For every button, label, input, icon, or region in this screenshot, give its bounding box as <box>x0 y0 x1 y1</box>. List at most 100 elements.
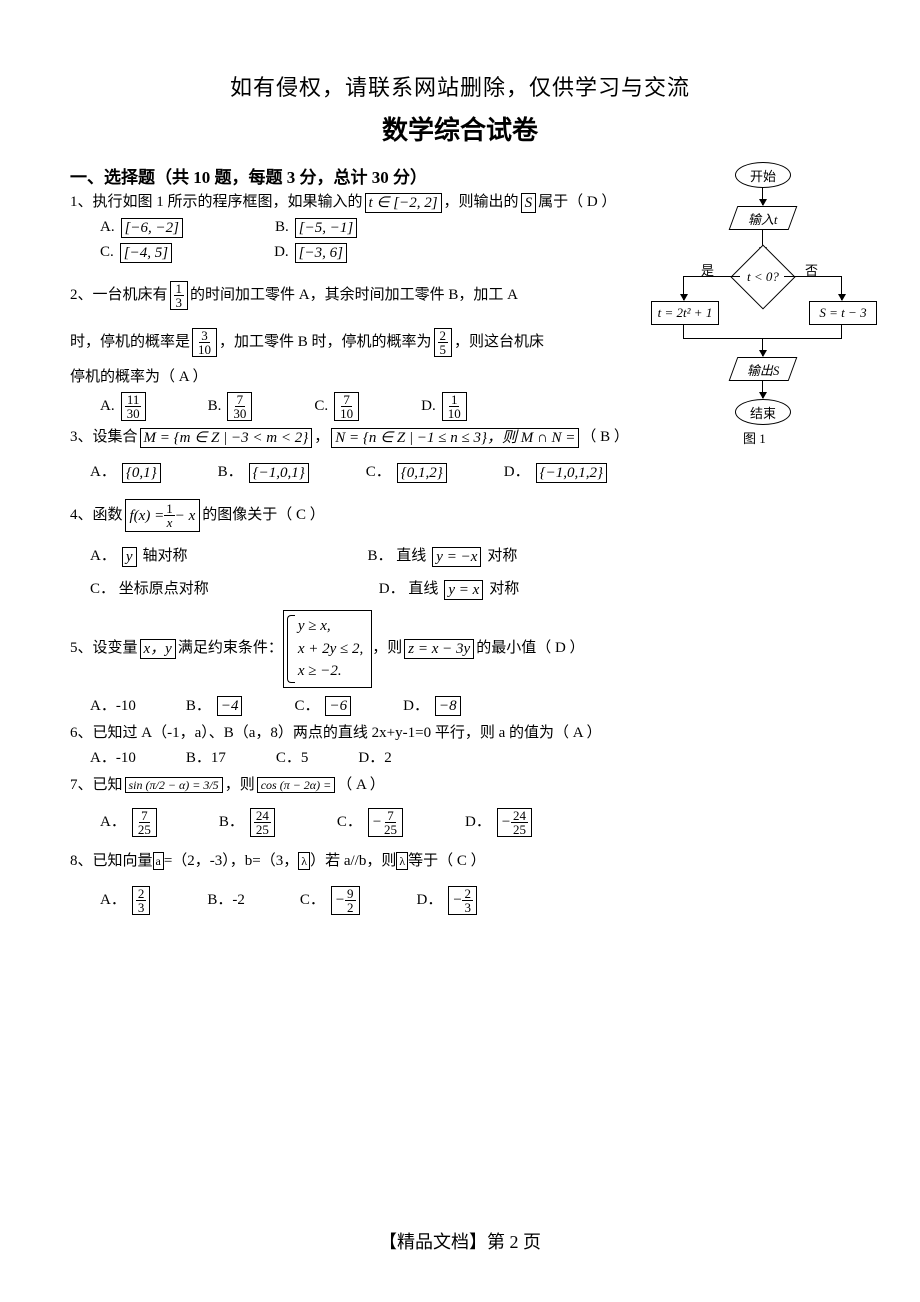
q3-b: （ B ） <box>581 427 629 448</box>
q4d-box: y = x <box>444 580 483 600</box>
q2ad: 30 <box>125 407 142 420</box>
q2-c-box: 710 <box>334 392 359 421</box>
q2-f3d: 5 <box>438 343 449 356</box>
q4-fx-box: f(x) = 1x − x <box>125 499 201 532</box>
fc-hline-merge-right <box>762 338 842 339</box>
q1-c-box: [−4, 5] <box>120 243 172 263</box>
q7-opt-a: A．725 <box>100 808 159 837</box>
q3-b-box: {−1,0,1} <box>249 463 309 483</box>
q1-text-a: 1、执行如图 1 所示的程序框图，如果输入的 <box>70 192 363 213</box>
q2-c: 时，停机的概率是 <box>70 332 190 353</box>
q2-d: ，加工零件 B 时，停机的概率为 <box>219 332 432 353</box>
q4-opt-b: B． 直线y = −x对称 <box>368 546 518 567</box>
q4b-box: y = −x <box>432 547 481 567</box>
q1-b-box: [−5, −1] <box>295 218 357 238</box>
q7b-box: 2425 <box>250 808 275 837</box>
q2-frac2: 310 <box>192 328 217 357</box>
page-footer: 【精品文档】第 2 页 <box>0 1228 920 1254</box>
q8an: 2 <box>136 887 147 901</box>
q2-f: 停机的概率为（ A ） <box>70 367 208 388</box>
q3-opt-d: D．{−1,0,1,2} <box>504 462 609 483</box>
q4d-post: 对称 <box>489 579 519 600</box>
q7dneg: − <box>501 813 511 831</box>
q7cneg: − <box>372 813 382 831</box>
q2-line1: 2、一台机床有 13 的时间加工零件 A，其余时间加工零件 B，加工 A <box>70 281 630 310</box>
q8-opt-c: C．−92 <box>300 886 362 915</box>
q7cn: 7 <box>385 809 396 823</box>
doc-title: 数学综合试卷 <box>70 110 850 147</box>
q7-opt-c: C．−725 <box>337 808 405 837</box>
fc-arrow-merge <box>762 338 763 356</box>
q2-opt-a: A. 1130 <box>100 392 148 421</box>
q8cn: 9 <box>345 887 356 901</box>
q7-opt-b: B．2425 <box>219 808 277 837</box>
q2-frac3: 25 <box>434 328 453 357</box>
q6-c: C．5 <box>276 748 309 769</box>
q7c-box: −725 <box>368 808 403 837</box>
q7cd: 25 <box>382 823 399 836</box>
q4a-post: 轴对称 <box>143 546 188 567</box>
q8-l2: λ <box>396 852 408 871</box>
fc-arrow-right <box>841 276 842 300</box>
q5-b: 满足约束条件： <box>178 638 283 659</box>
q8-opt-d: D．−23 <box>417 886 479 915</box>
q1-trange-box: t ∈ [−2, 2] <box>365 193 442 213</box>
flowchart-figure: 开始 输入t t < 0? 是 否 t = 2t² + 1 S = t − 3 … <box>643 162 878 442</box>
q2-a-box: 1130 <box>121 392 146 421</box>
fc-vline-right2 <box>841 324 842 338</box>
q5-opt-c: C．−6 <box>294 696 353 717</box>
q1-text-b: ，则输出的 <box>444 192 519 213</box>
q2dd: 10 <box>446 407 463 420</box>
q7-eq1: sin (π/2 − α) = 3/5 <box>125 777 223 793</box>
q4-a: 4、函数 <box>70 505 123 526</box>
q5-sys3: x ≥ −2. <box>298 660 363 683</box>
q5-a: 5、设变量 <box>70 638 138 659</box>
q8-opt-b: B．-2 <box>207 890 245 911</box>
q2dn: 1 <box>449 393 460 407</box>
q2-f2d: 10 <box>196 343 213 356</box>
q7-a: 7、已知 <box>70 775 123 796</box>
q5-system: y ≥ x, x + 2y ≤ 2, x ≥ −2. <box>283 610 372 688</box>
q5-sys2: x + 2y ≤ 2, <box>298 638 363 661</box>
q5-stem: 5、设变量 x，y 满足约束条件： y ≥ x, x + 2y ≤ 2, x ≥… <box>70 610 850 688</box>
fc-arrow-end <box>762 380 763 398</box>
q6-a: A．-10 <box>90 748 136 769</box>
q7-eq2: cos (π − 2α) = <box>257 777 336 793</box>
q4-opt-c: C． 坐标原点对称 <box>90 579 209 600</box>
q2-d-box: 110 <box>442 392 467 421</box>
q7d-box: −2425 <box>497 808 532 837</box>
q2-a: 2、一台机床有 <box>70 285 168 306</box>
q5-opt-d: D．−8 <box>403 696 462 717</box>
q5-sys1: y ≥ x, <box>298 615 363 638</box>
q8a-box: 23 <box>132 886 151 915</box>
q1-opt-c: C. [−4, 5] <box>100 242 174 263</box>
q7dd: 25 <box>511 823 528 836</box>
q3-n-box: N = {n ∈ Z | −1 ≤ n ≤ 3}，则 M ∩ N = <box>331 428 579 448</box>
q4-stem: 4、函数 f(x) = 1x − x 的图像关于（ C ） <box>70 499 850 532</box>
q7-opt-d: D．−2425 <box>465 808 534 837</box>
q4d-pre: D． 直线 <box>379 579 439 600</box>
q7dn: 24 <box>511 809 528 823</box>
q1-s-box: S <box>521 193 537 213</box>
q1-stem: 1、执行如图 1 所示的程序框图，如果输入的 t ∈ [−2, 2] ，则输出的… <box>70 192 670 213</box>
q3-opt-b: B．{−1,0,1} <box>218 462 311 483</box>
q2bn: 7 <box>235 393 246 407</box>
q5c-l: C． <box>294 696 319 717</box>
q3-m-box: M = {m ∈ Z | −3 < m < 2} <box>140 428 313 448</box>
q5b-l: B． <box>186 696 211 717</box>
q5-z-box: z = x − 3y <box>404 639 474 659</box>
q7bn: 24 <box>254 809 271 823</box>
q6-b: B．17 <box>186 748 226 769</box>
q5-c: ，则 <box>372 638 402 659</box>
q1-opt-d: D. [−3, 6] <box>274 242 349 263</box>
q7-options: A．725 B．2425 C．−725 D．−2425 <box>100 808 850 837</box>
q8cneg: − <box>335 891 345 909</box>
q2-opt-c: C. 710 <box>314 392 361 421</box>
q2-f1n: 1 <box>174 282 185 296</box>
fc-vline-left2 <box>683 324 684 338</box>
fc-caption: 图 1 <box>743 428 766 447</box>
q7a-box: 725 <box>132 808 157 837</box>
q3-d-box: {−1,0,1,2} <box>536 463 607 483</box>
q4a-pre: A． <box>90 546 116 567</box>
fc-input: 输入t <box>729 206 798 230</box>
